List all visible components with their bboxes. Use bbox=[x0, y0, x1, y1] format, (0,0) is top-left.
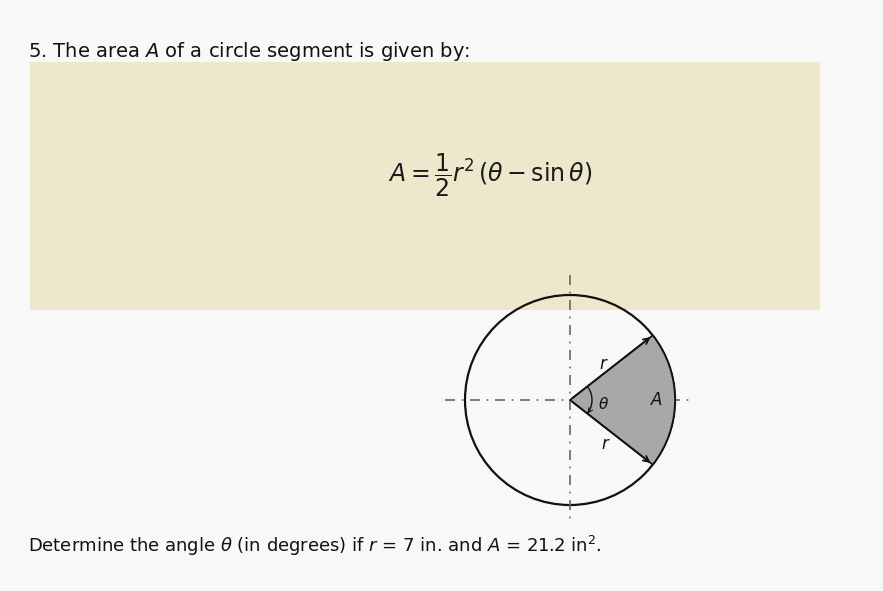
Text: $A$: $A$ bbox=[650, 391, 662, 409]
Text: 5. The area $A$ of a circle segment is given by:: 5. The area $A$ of a circle segment is g… bbox=[28, 40, 470, 63]
Text: $r$: $r$ bbox=[600, 436, 610, 453]
Text: $A = \dfrac{1}{2}r^2\,(\theta - \sin\theta)$: $A = \dfrac{1}{2}r^2\,(\theta - \sin\the… bbox=[388, 151, 592, 199]
Text: $r$: $r$ bbox=[599, 355, 608, 373]
Bar bbox=[30, 62, 820, 310]
Wedge shape bbox=[570, 335, 675, 465]
Text: Determine the angle $\theta$ (in degrees) if $r$ = 7 in. and $A$ = 21.2 in$^2$.: Determine the angle $\theta$ (in degrees… bbox=[28, 534, 601, 558]
Text: $\theta$: $\theta$ bbox=[598, 396, 609, 412]
